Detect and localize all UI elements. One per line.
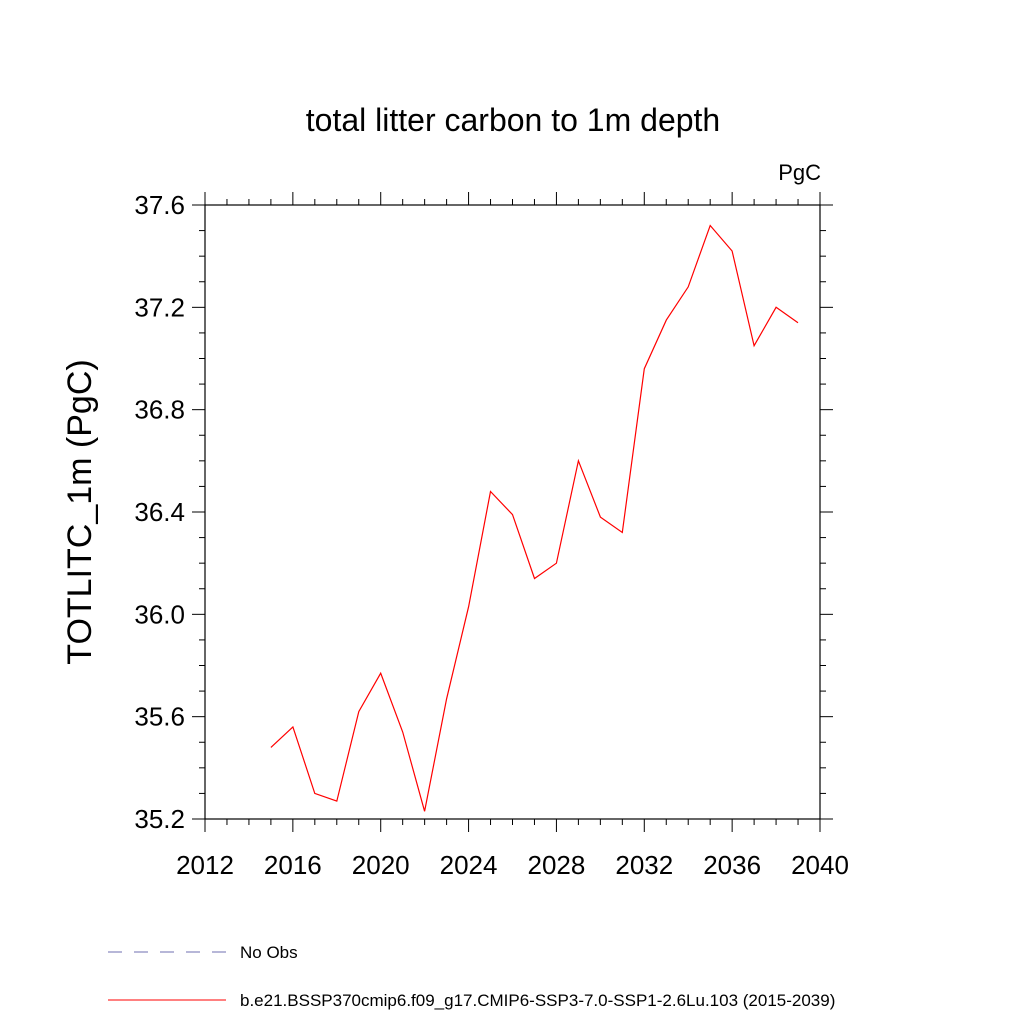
data-point bbox=[291, 725, 294, 728]
data-point bbox=[687, 285, 690, 288]
data-point bbox=[775, 306, 778, 309]
y-axis: 35.2 35.6 36.0 36.4 36.8 37.2 37.6 bbox=[134, 190, 833, 834]
series-layer bbox=[269, 224, 800, 813]
data-point bbox=[577, 459, 580, 462]
y-tick-label: 35.6 bbox=[134, 702, 185, 732]
data-point bbox=[709, 224, 712, 227]
data-point bbox=[665, 319, 668, 322]
data-point bbox=[313, 792, 316, 795]
y-tick-label: 37.6 bbox=[134, 190, 185, 220]
x-tick-label: 2012 bbox=[176, 850, 234, 880]
y-tick-label: 35.2 bbox=[134, 804, 185, 834]
x-tick-label: 2024 bbox=[440, 850, 498, 880]
data-point bbox=[445, 697, 448, 700]
data-point bbox=[401, 731, 404, 734]
data-point bbox=[511, 513, 514, 516]
data-point bbox=[643, 367, 646, 370]
x-tick-label: 2036 bbox=[703, 850, 761, 880]
x-tick-label: 2016 bbox=[264, 850, 322, 880]
legend: No Obs b.e21.BSSP370cmip6.f09_g17.CMIP6-S… bbox=[108, 943, 835, 1010]
data-point bbox=[489, 490, 492, 493]
data-point bbox=[357, 710, 360, 713]
data-point bbox=[753, 344, 756, 347]
data-point bbox=[621, 531, 624, 534]
data-point bbox=[731, 250, 734, 253]
legend-label: b.e21.BSSP370cmip6.f09_g17.CMIP6-SSP3-7.… bbox=[240, 991, 835, 1010]
chart-title: total litter carbon to 1m depth bbox=[306, 102, 720, 138]
y-tick-label: 36.8 bbox=[134, 395, 185, 425]
data-point bbox=[467, 605, 470, 608]
series-line bbox=[270, 224, 799, 812]
x-axis: 2012 2016 2020 2024 2028 2032 2036 2040 bbox=[176, 192, 849, 880]
plot-frame bbox=[204, 204, 821, 820]
units-label: PgC bbox=[778, 160, 821, 185]
y-tick-label: 36.4 bbox=[134, 497, 185, 527]
x-tick-label: 2032 bbox=[615, 850, 673, 880]
data-point bbox=[379, 672, 382, 675]
x-tick-label: 2040 bbox=[791, 850, 849, 880]
data-point bbox=[599, 516, 602, 519]
data-point bbox=[269, 746, 272, 749]
x-tick-label: 2020 bbox=[352, 850, 410, 880]
data-point bbox=[423, 810, 426, 813]
x-tick-label: 2028 bbox=[528, 850, 586, 880]
data-point bbox=[533, 577, 536, 580]
data-point bbox=[335, 800, 338, 803]
y-tick-label: 36.0 bbox=[134, 599, 185, 629]
legend-label: No Obs bbox=[240, 943, 298, 962]
y-axis-label: TOTLITC_1m (PgC) bbox=[61, 359, 99, 664]
y-tick-label: 37.2 bbox=[134, 292, 185, 322]
data-point bbox=[797, 321, 800, 324]
data-point bbox=[555, 562, 558, 565]
